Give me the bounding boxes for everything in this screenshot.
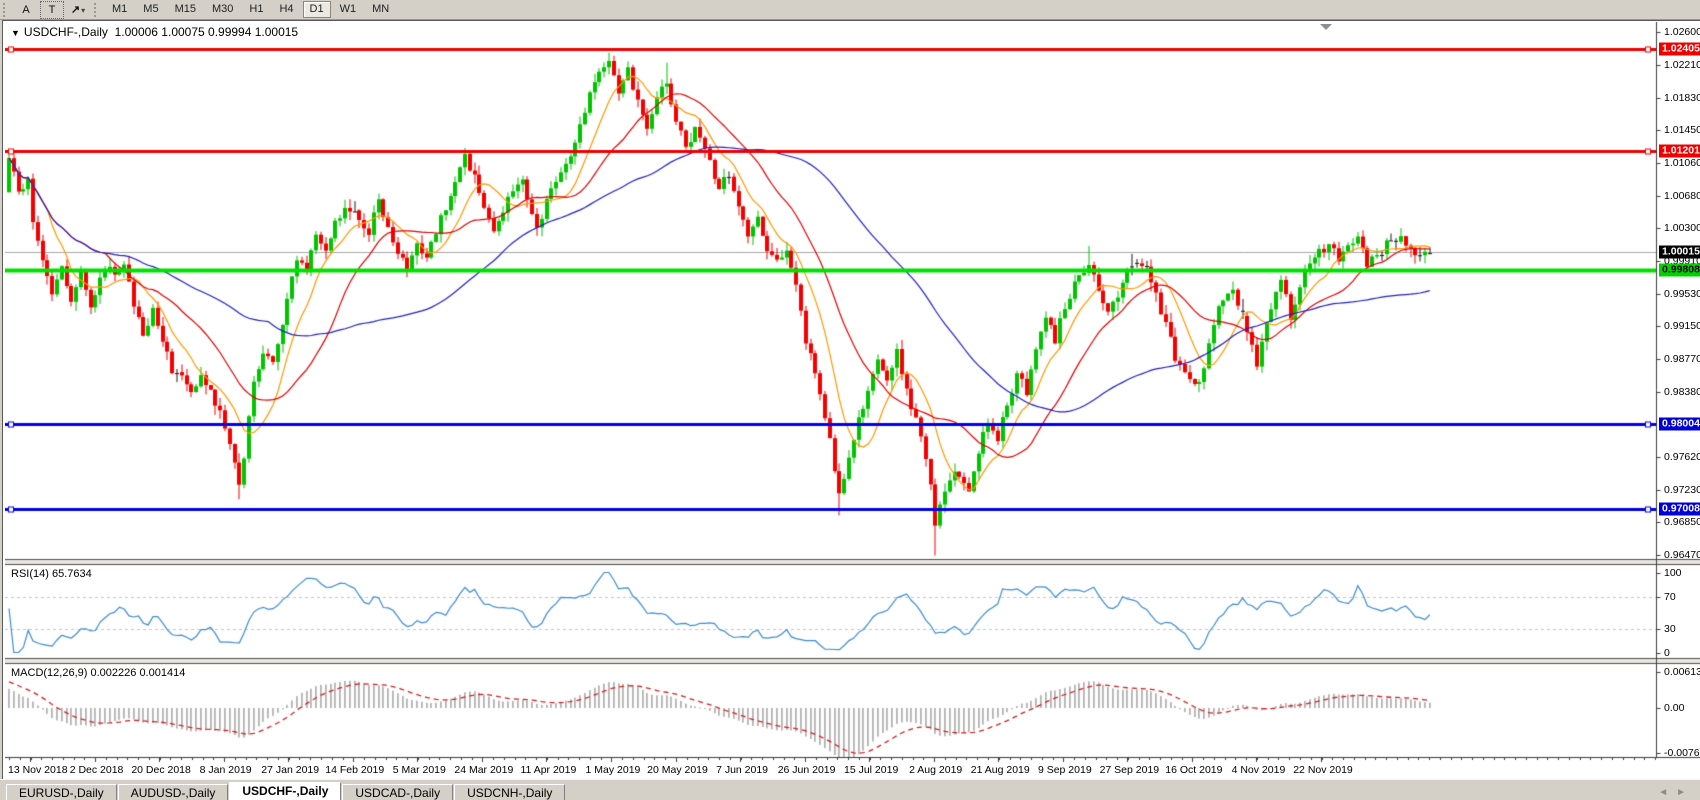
macd-axis-tick: 0.00 (1664, 702, 1685, 714)
x-axis-date: 22 Nov 2019 (1293, 764, 1353, 776)
chart-window: ▼ USDCHF-,Daily 1.00006 1.00075 0.99994 1… (2, 20, 1700, 780)
chart-tab-audusd[interactable]: AUDUSD-,Daily (117, 784, 229, 800)
chart-canvas[interactable] (5, 22, 1700, 763)
x-axis-date: 15 Jul 2019 (843, 764, 899, 776)
macd-label: MACD(12,26,9) 0.002226 0.001414 (11, 667, 185, 679)
x-axis-date: 11 Apr 2019 (520, 764, 577, 776)
price-level-badge: 0.99808 (1659, 263, 1700, 277)
y-axis-tick: 0.97620 (1664, 450, 1700, 463)
macd-axis-tick: -0.007612 (1664, 747, 1700, 760)
y-axis-tick: 0.99150 (1664, 320, 1700, 333)
toolbar-grip-2[interactable] (94, 2, 100, 17)
macd-value-signal: 0.001414 (139, 667, 186, 679)
chart-ohlc-values: 1.00006 1.00075 0.99994 1.00015 (114, 25, 299, 39)
rsi-axis-tick: 30 (1664, 622, 1676, 635)
timeframe-button-h1[interactable]: H1 (249, 3, 264, 15)
y-axis-tick: 1.00300 (1664, 222, 1700, 235)
chart-shift-marker[interactable] (1320, 24, 1332, 30)
chart-tab-usdchf[interactable]: USDCHF-,Daily (229, 782, 342, 800)
chart-header: ▼ USDCHF-,Daily 1.00006 1.00075 0.99994 1… (11, 25, 298, 39)
timeframe-button-h4[interactable]: H4 (279, 3, 294, 15)
price-level-badge: 0.97008 (1659, 502, 1700, 516)
x-axis-date: 4 Nov 2019 (1231, 764, 1286, 776)
price-level-badge: 0.98004 (1659, 417, 1700, 431)
current-price-badge: 1.00015 (1659, 245, 1700, 259)
x-axis-date: 20 Dec 2018 (131, 764, 191, 776)
x-axis-date: 2 Dec 2018 (69, 764, 124, 776)
timeframe-button-d1[interactable]: D1 (302, 1, 331, 18)
panel-separator[interactable] (5, 558, 1656, 565)
x-axis-date: 24 Mar 2019 (454, 764, 514, 776)
panel-separator[interactable] (5, 657, 1656, 664)
x-axis-date: 2 Aug 2019 (909, 764, 963, 776)
tab-scroll-left-icon[interactable]: ◄ (1658, 787, 1669, 798)
text-tool-button[interactable]: T (40, 0, 64, 19)
arrows-icon: ↗ (70, 3, 81, 16)
x-axis-date: 5 Mar 2019 (392, 764, 446, 776)
x-axis-date: 9 Sep 2019 (1037, 764, 1092, 776)
price-axis[interactable]: 1.02600 1.02210 1.01830 1.01450 1.01060 1.006… (1657, 22, 1700, 763)
y-axis-tick: 0.97230 (1664, 483, 1700, 496)
chart-tab-usdcnh[interactable]: USDCNH-,Daily (454, 784, 566, 800)
x-axis-date: 7 Jun 2019 (716, 764, 769, 776)
timeframe-button-mn[interactable]: MN (372, 3, 390, 15)
x-axis-date: 21 Aug 2019 (970, 764, 1030, 776)
x-axis-date: 20 May 2019 (647, 764, 708, 776)
symbol-dropdown-icon[interactable]: ▼ (11, 28, 20, 38)
toolbar: A T ↗▾ M1 M5 M15 M30 H1 H4 D1 W1 MN (0, 0, 1700, 20)
time-axis[interactable]: 13 Nov 2018 2 Dec 2018 20 Dec 2018 8 Jan 20… (5, 762, 1657, 780)
timeframe-button-m30[interactable]: M30 (211, 3, 234, 15)
macd-name: MACD(12,26,9) (11, 667, 88, 679)
tab-scroll-right-icon[interactable]: ► (1676, 787, 1686, 798)
y-axis-tick: 0.96850 (1664, 516, 1700, 529)
rsi-axis-tick: 70 (1664, 590, 1676, 603)
font-tool-button[interactable]: A (22, 3, 30, 16)
x-axis-date: 13 Nov 2018 (8, 764, 68, 776)
chart-tabs: EURUSD-,Daily AUDUSD-,Daily USDCHF-,Daily U… (0, 779, 1700, 800)
timeframe-button-m1[interactable]: M1 (112, 3, 128, 15)
y-axis-tick: 1.00680 (1664, 189, 1700, 202)
timeframe-button-w1[interactable]: W1 (339, 3, 357, 15)
price-level-badge: 1.01201 (1659, 144, 1700, 158)
timeframe-button-m15[interactable]: M15 (174, 3, 196, 15)
x-axis-date: 8 Jan 2019 (199, 764, 252, 776)
x-axis-date: 14 Feb 2019 (325, 764, 385, 776)
y-axis-tick: 1.01830 (1664, 91, 1700, 104)
dropdown-caret-icon: ▾ (81, 5, 86, 15)
price-level-badge: 1.02405 (1659, 42, 1700, 56)
y-axis-tick: 0.98770 (1664, 352, 1700, 365)
macd-value-main: 0.002226 (90, 667, 137, 679)
x-axis-date: 27 Jan 2019 (261, 764, 320, 776)
rsi-axis-tick: 100 (1664, 566, 1682, 579)
timeframe-bar: M1 M5 M15 M30 H1 H4 D1 W1 MN (104, 1, 397, 18)
y-axis-tick: 1.01450 (1664, 124, 1700, 137)
x-axis-date: 27 Sep 2019 (1099, 764, 1160, 776)
y-axis-tick: 0.99530 (1664, 287, 1700, 300)
chart-symbol-label: USDCHF-,Daily (23, 25, 108, 39)
x-axis-date: 16 Oct 2019 (1165, 764, 1223, 776)
arrows-tool-button[interactable]: ↗▾ (66, 1, 90, 19)
x-axis-date: 1 May 2019 (585, 764, 641, 776)
rsi-value: 65.7634 (51, 568, 92, 580)
timeframe-button-m5[interactable]: M5 (143, 3, 159, 15)
toolbar-grip[interactable] (3, 2, 9, 17)
x-axis-date: 26 Jun 2019 (777, 764, 836, 776)
rsi-label: RSI(14) 65.7634 (11, 568, 92, 580)
y-axis-tick: 1.02210 (1664, 59, 1700, 72)
y-axis-tick: 0.98380 (1664, 385, 1700, 398)
rsi-name: RSI(14) (11, 568, 49, 580)
y-axis-tick: 1.01060 (1664, 157, 1700, 170)
macd-axis-tick: 0.00613 (1664, 665, 1700, 678)
chart-tab-eurusd[interactable]: EURUSD-,Daily (6, 784, 117, 800)
chart-tab-usdcad[interactable]: USDCAD-,Daily (342, 784, 454, 800)
y-axis-tick: 1.02600 (1664, 26, 1700, 38)
y-axis-tick: 0.96470 (1664, 548, 1700, 561)
rsi-axis-tick: 0 (1664, 646, 1670, 659)
